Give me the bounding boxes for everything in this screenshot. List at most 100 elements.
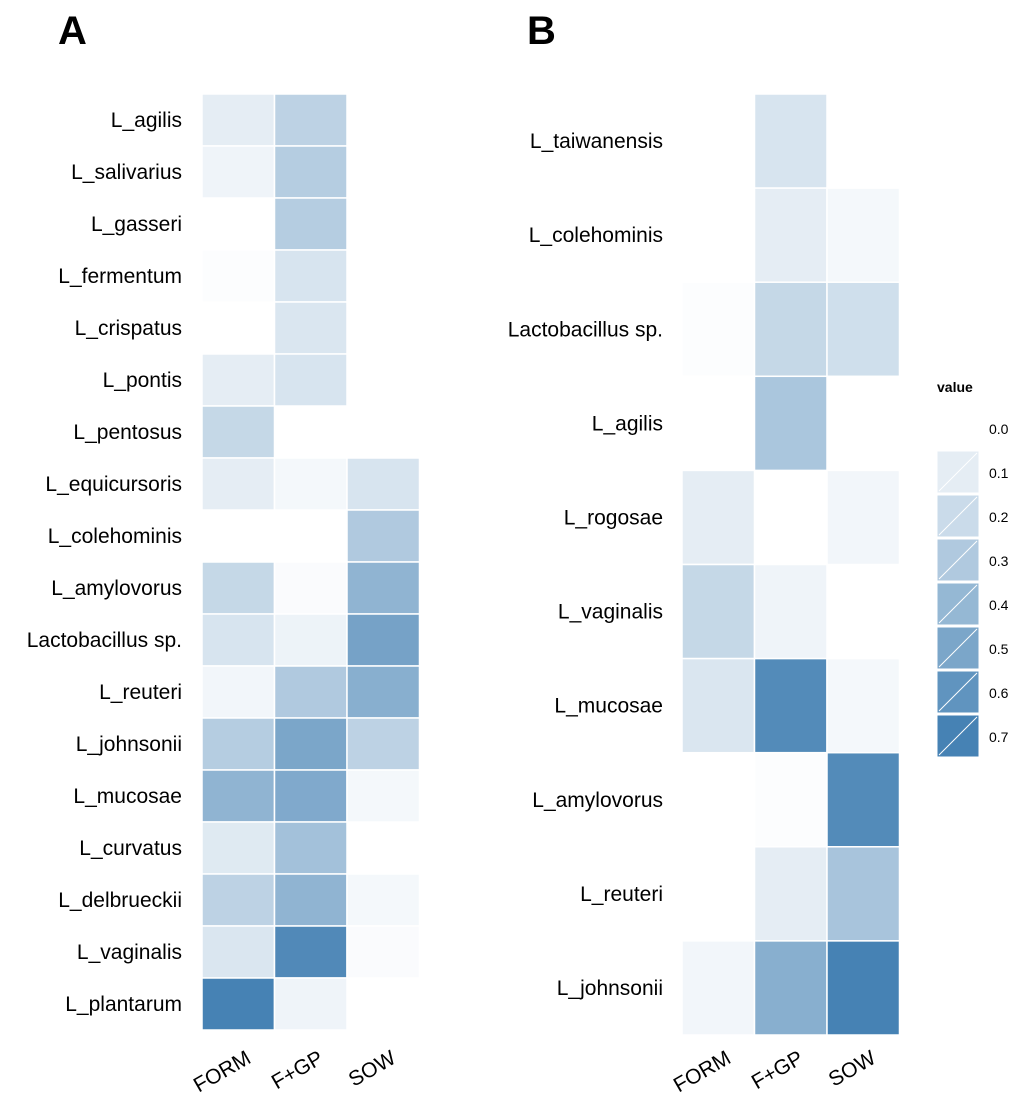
heatmap-cell bbox=[681, 940, 756, 1036]
row-label: L_colehominis bbox=[529, 224, 663, 247]
column-label: FORM bbox=[670, 1046, 735, 1097]
row-label: L_crispatus bbox=[75, 317, 182, 340]
heatmap-cell bbox=[681, 563, 756, 660]
column-label: SOW bbox=[345, 1046, 400, 1091]
heatmap-cell bbox=[826, 940, 901, 1036]
heatmap-cell bbox=[201, 717, 276, 771]
heatmap-cell bbox=[681, 281, 756, 378]
heatmap-cell bbox=[826, 187, 901, 283]
legend-swatch-diagonal bbox=[938, 540, 978, 580]
heatmap-cell bbox=[273, 613, 348, 667]
heatmap-cell bbox=[753, 563, 828, 660]
row-label: L_amylovorus bbox=[51, 577, 182, 600]
heatmap-cell bbox=[273, 769, 348, 823]
heatmap-cell bbox=[273, 249, 348, 303]
heatmap-cell bbox=[346, 769, 421, 823]
row-label: L_johnsonii bbox=[557, 977, 663, 1000]
column-label: F+GP bbox=[268, 1046, 328, 1094]
row-label: L_plantarum bbox=[65, 993, 182, 1016]
row-label: L_vaginalis bbox=[558, 601, 663, 624]
legend-swatch-diagonal bbox=[938, 496, 978, 536]
heatmap-cell bbox=[201, 769, 276, 823]
legend-label: 0.3 bbox=[989, 553, 1009, 569]
heatmap-cell bbox=[346, 717, 421, 771]
row-label: L_salivarius bbox=[71, 161, 182, 184]
heatmap-cell bbox=[201, 145, 276, 199]
row-label: L_taiwanensis bbox=[530, 130, 663, 153]
legend-label: 0.0 bbox=[989, 421, 1009, 437]
heatmap-cell bbox=[201, 93, 276, 147]
heatmap-cell bbox=[201, 925, 276, 979]
row-label: L_vaginalis bbox=[77, 941, 182, 964]
row-label: L_reuteri bbox=[580, 883, 663, 906]
row-label: L_agilis bbox=[111, 109, 182, 132]
heatmap-cell bbox=[346, 561, 421, 615]
panel-a: A L_agilis L_salivarius L_gasseri L_ferment… bbox=[27, 9, 421, 1097]
heatmap-cell bbox=[346, 665, 421, 719]
heatmap-cell bbox=[273, 717, 348, 771]
heatmap-cell bbox=[273, 197, 348, 251]
heatmap-cell bbox=[346, 509, 421, 563]
heatmap-cell bbox=[273, 145, 348, 199]
row-label: Lactobacillus sp. bbox=[508, 318, 663, 341]
row-label: L_gasseri bbox=[91, 213, 182, 236]
legend-label: 0.4 bbox=[989, 597, 1009, 613]
row-label: L_fermentum bbox=[58, 265, 182, 288]
heatmap-cell bbox=[201, 405, 276, 459]
heatmap-cell bbox=[826, 751, 901, 848]
heatmap-cell bbox=[753, 940, 828, 1036]
heatmap-cell bbox=[273, 977, 348, 1031]
heatmap-cell bbox=[753, 187, 828, 283]
heatmap-cell bbox=[201, 457, 276, 511]
heatmap-cell bbox=[273, 821, 348, 875]
heatmap-cell bbox=[201, 353, 276, 407]
heatmap-cell bbox=[681, 469, 756, 566]
panel-a-column-labels: FORM F+GP SOW bbox=[190, 1046, 400, 1097]
legend-label: 0.6 bbox=[989, 685, 1009, 701]
row-label: L_rogosae bbox=[564, 506, 663, 529]
legend-label: 0.2 bbox=[989, 509, 1009, 525]
row-label: L_mucosae bbox=[73, 785, 182, 808]
column-label: SOW bbox=[825, 1046, 880, 1091]
panel-a-label: A bbox=[58, 9, 87, 53]
legend-swatch-diagonal bbox=[938, 628, 978, 668]
legend-swatch-diagonal bbox=[938, 672, 978, 712]
heatmap-cell bbox=[753, 846, 828, 942]
color-legend: value 0.0 0.1 0.2 0.3 0.4 0.5 0.6 0.7 bbox=[936, 379, 1009, 758]
heatmap-cell bbox=[346, 925, 421, 979]
heatmap-cell bbox=[273, 873, 348, 927]
row-label: L_amylovorus bbox=[532, 789, 663, 812]
row-label: L_colehominis bbox=[48, 525, 182, 548]
row-label: L_curvatus bbox=[79, 837, 182, 860]
heatmap-cell bbox=[201, 977, 276, 1031]
heatmap-cell bbox=[201, 665, 276, 719]
legend-swatch-diagonal bbox=[938, 452, 978, 492]
panel-b: B L_taiwanensis L_colehominis Lactobacillu… bbox=[508, 9, 901, 1097]
row-label: L_mucosae bbox=[554, 695, 663, 718]
legend-title: value bbox=[937, 379, 973, 395]
legend-label: 0.1 bbox=[989, 465, 1009, 481]
heatmap-cell bbox=[201, 249, 276, 303]
panel-a-cells bbox=[201, 93, 421, 1031]
panel-b-cells bbox=[681, 93, 901, 1036]
legend-swatch-diagonal bbox=[938, 716, 978, 756]
row-label: L_delbrueckii bbox=[58, 889, 182, 912]
heatmap-cell bbox=[681, 657, 756, 754]
legend-label: 0.5 bbox=[989, 641, 1009, 657]
row-label: L_johnsonii bbox=[76, 733, 182, 756]
panel-a-row-labels: L_agilis L_salivarius L_gasseri L_fermentum… bbox=[27, 109, 182, 1016]
heatmap-cell bbox=[826, 281, 901, 378]
heatmap-cell bbox=[273, 665, 348, 719]
heatmap-cell bbox=[273, 925, 348, 979]
legend-items: 0.0 0.1 0.2 0.3 0.4 0.5 0.6 0.7 bbox=[936, 421, 1009, 758]
heatmap-cell bbox=[273, 301, 348, 355]
column-label: FORM bbox=[190, 1046, 255, 1097]
legend-swatch-diagonal bbox=[938, 584, 978, 624]
heatmap-cell bbox=[273, 353, 348, 407]
heatmap-cell bbox=[273, 457, 348, 511]
heatmap-cell bbox=[201, 873, 276, 927]
panel-b-column-labels: FORM F+GP SOW bbox=[670, 1046, 880, 1097]
heatmap-cell bbox=[753, 281, 828, 378]
heatmap-cell bbox=[201, 613, 276, 667]
